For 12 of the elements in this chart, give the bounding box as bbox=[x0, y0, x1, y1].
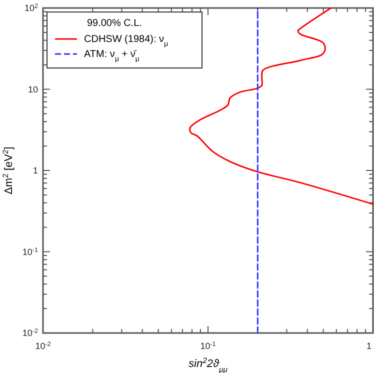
y-tick-label: 1 bbox=[32, 166, 38, 176]
x-tick-label: 10$^{-1}$ bbox=[200, 340, 216, 351]
x-axis-title: sin$^{2}$2ϑ$_{μμ}$ bbox=[188, 356, 228, 373]
y-tick-label: 10$^{2}$ bbox=[24, 2, 38, 13]
x-tick-label: 10$^{-2}$ bbox=[35, 340, 52, 351]
legend-label: CDHSW (1984): ν$_{μ}$ bbox=[84, 34, 168, 48]
legend-title: 99.00% C.L. bbox=[86, 18, 142, 29]
y-tick-label: 10$^{-2}$ bbox=[22, 328, 38, 338]
x-tick-label: 1 bbox=[366, 341, 372, 351]
y-tick-label: 10 bbox=[28, 84, 38, 94]
legend-label: ATM: ν$_{μ}$ + ν̄$_{μ}$ bbox=[84, 49, 140, 62]
y-tick-label: 10$^{-1}$ bbox=[22, 246, 38, 257]
